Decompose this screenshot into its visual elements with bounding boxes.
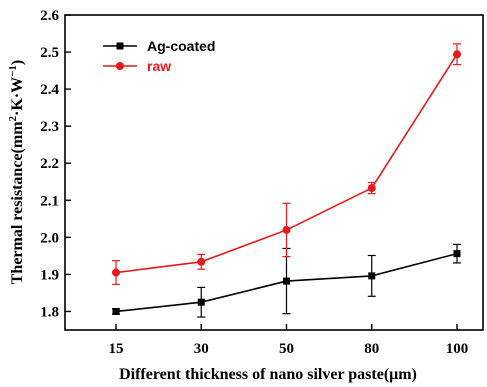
y-axis-label-sup2: −1 xyxy=(7,65,19,77)
legend-label-ag-coated: Ag-coated xyxy=(147,38,215,54)
y-tick-label: 1.8 xyxy=(40,304,59,320)
legend-label-raw: raw xyxy=(147,58,171,74)
y-tick-label: 1.9 xyxy=(40,267,59,283)
data-point-raw xyxy=(197,257,206,266)
x-tick-label: 30 xyxy=(194,341,209,357)
data-point-raw xyxy=(367,184,376,193)
legend-marker-raw xyxy=(116,62,124,70)
data-point-ag-coated xyxy=(197,298,205,306)
x-axis-label: Different thickness of nano silver paste… xyxy=(119,366,417,383)
y-axis-label-mid: ·K·W xyxy=(9,77,26,116)
plot-frame xyxy=(64,14,484,331)
y-tick-label: 2.6 xyxy=(40,8,59,24)
y-axis-label-pre: Thermal resistance(mm xyxy=(9,121,26,284)
data-point-raw xyxy=(112,268,120,277)
x-tick-label: 50 xyxy=(279,341,294,357)
legend-marker-ag-coated xyxy=(116,42,124,50)
x-tick-label: 100 xyxy=(446,341,469,357)
data-point-ag-coated xyxy=(368,272,376,280)
data-point-ag-coated xyxy=(283,277,290,285)
data-point-raw xyxy=(282,225,291,234)
y-axis-label: Thermal resistance(mm2·K·W−1) xyxy=(7,60,26,285)
y-tick-label: 2.4 xyxy=(40,82,59,98)
y-axis-label-post: ) xyxy=(9,60,26,65)
y-tick-label: 2.2 xyxy=(40,156,59,172)
y-tick-label: 2.1 xyxy=(40,193,59,209)
data-point-ag-coated xyxy=(453,250,461,258)
x-tick-label: 15 xyxy=(109,341,124,357)
data-point-raw xyxy=(453,50,461,59)
y-axis-label-sup1: 2 xyxy=(7,115,19,121)
x-tick-label: 80 xyxy=(364,341,379,357)
y-tick-label: 2.3 xyxy=(40,119,59,135)
data-point-ag-coated xyxy=(112,307,120,315)
y-tick-label: 2.0 xyxy=(40,230,59,246)
y-tick-label: 2.5 xyxy=(40,45,59,61)
